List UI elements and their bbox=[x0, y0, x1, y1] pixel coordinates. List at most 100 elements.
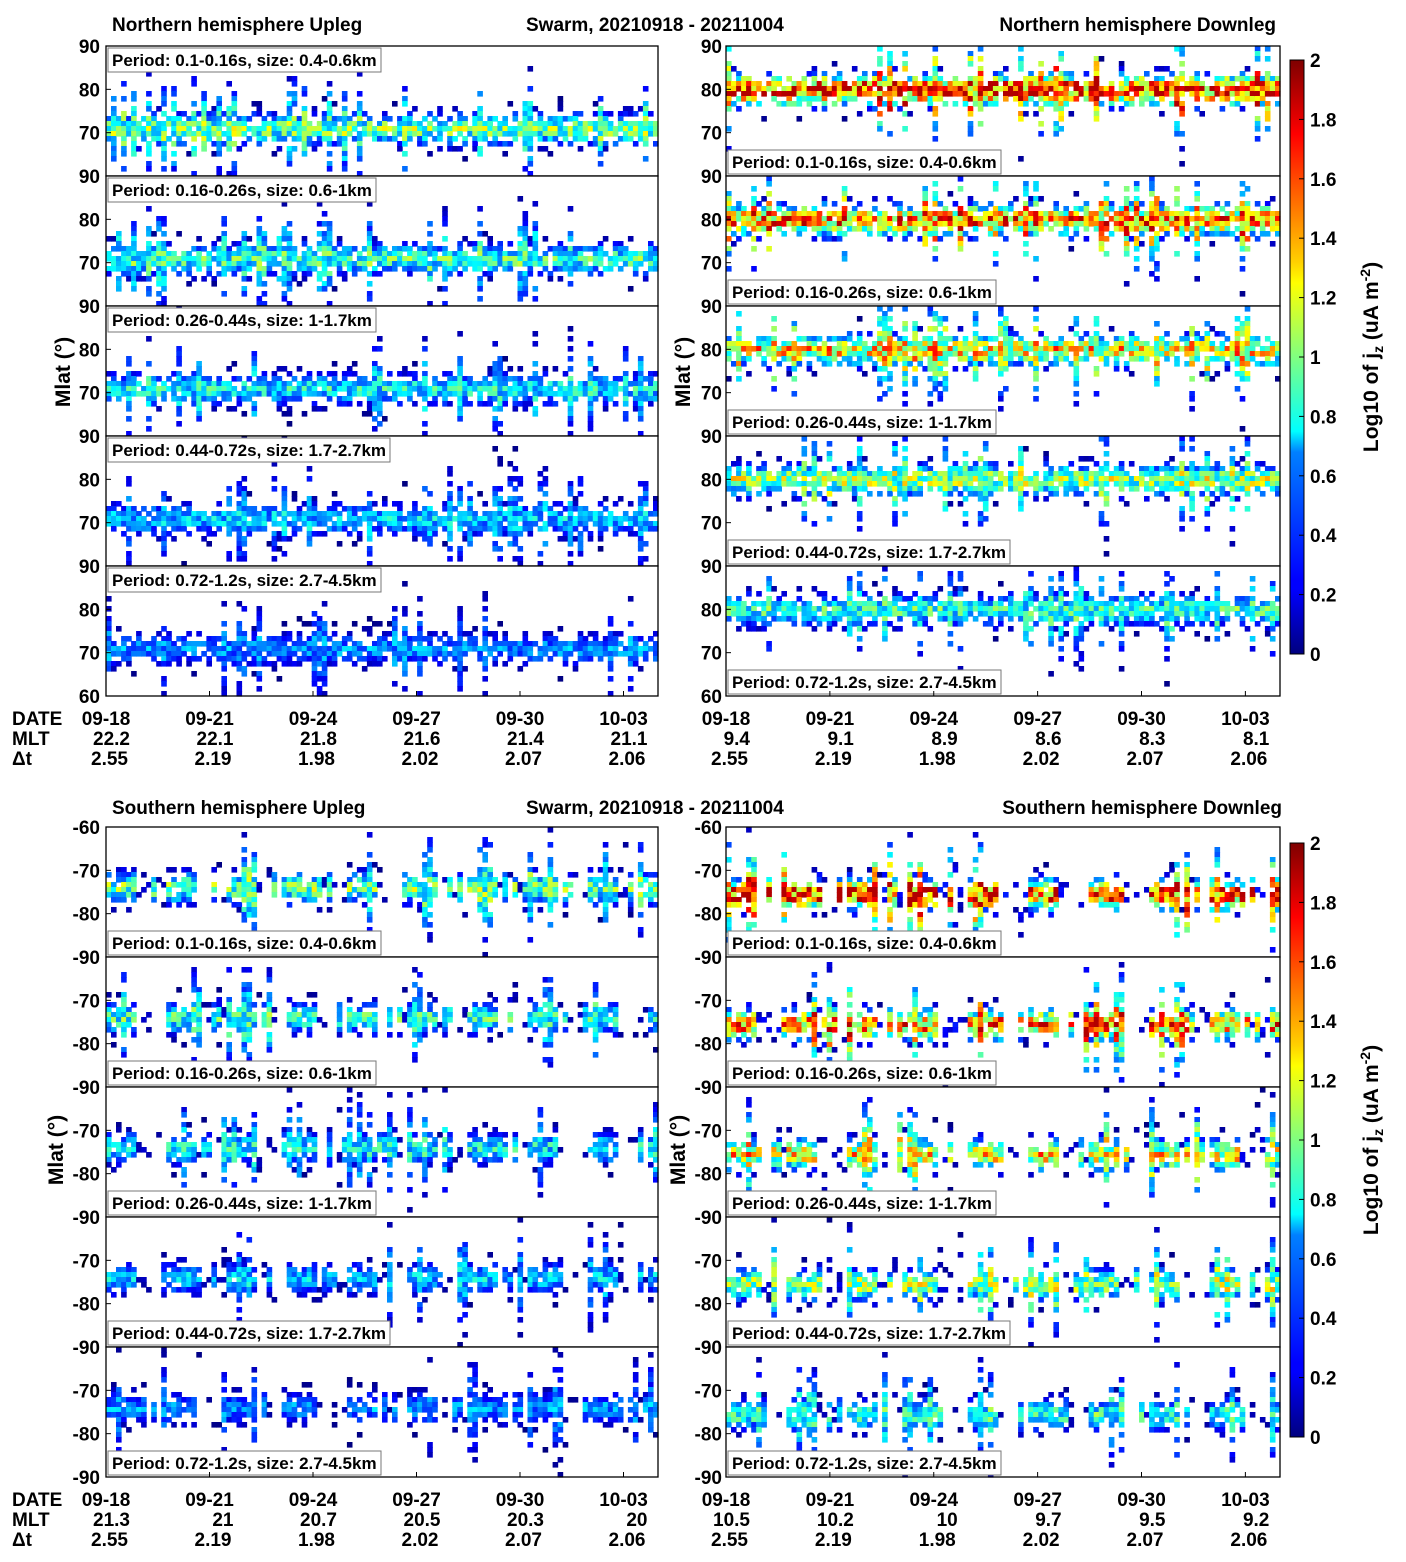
density-cell bbox=[437, 286, 443, 292]
density-cell bbox=[502, 116, 508, 122]
density-cell bbox=[492, 501, 498, 507]
density-cell bbox=[191, 256, 197, 262]
density-cell bbox=[887, 101, 893, 107]
density-cell bbox=[1239, 76, 1246, 82]
density-cell bbox=[221, 691, 227, 697]
density-cell bbox=[1214, 91, 1221, 97]
density-cell bbox=[276, 236, 283, 242]
density-cell bbox=[786, 221, 792, 227]
density-cell bbox=[527, 141, 534, 147]
x-tick-label-δt: 2.06 bbox=[609, 749, 646, 770]
density-cell bbox=[537, 376, 544, 382]
density-cell bbox=[547, 391, 554, 397]
density-cell bbox=[146, 266, 152, 272]
period-label-box bbox=[727, 149, 1002, 175]
density-cell bbox=[402, 661, 408, 667]
density-cell bbox=[607, 521, 614, 527]
x-tick-label-mlt: 21.8 bbox=[300, 729, 337, 750]
density-cell bbox=[321, 641, 328, 647]
density-cell bbox=[271, 261, 278, 267]
density-cell bbox=[567, 366, 574, 372]
density-cell bbox=[256, 621, 263, 627]
density-cell bbox=[587, 386, 594, 392]
density-cell bbox=[642, 511, 649, 517]
density-cell bbox=[452, 146, 458, 152]
y-tick-label: 90 bbox=[79, 297, 100, 318]
density-cell bbox=[562, 266, 569, 272]
density-cell bbox=[517, 476, 524, 482]
density-cell bbox=[462, 261, 468, 267]
density-cell bbox=[201, 511, 207, 517]
density-cell bbox=[136, 511, 142, 517]
density-cell bbox=[771, 216, 777, 222]
density-cell bbox=[111, 391, 117, 397]
density-cell bbox=[512, 256, 519, 262]
density-cell bbox=[397, 146, 403, 152]
density-cell bbox=[336, 256, 343, 262]
density-cell bbox=[377, 621, 383, 627]
density-cell bbox=[326, 131, 333, 137]
density-cell bbox=[377, 366, 383, 372]
ll-ylabel: Mlat (°) bbox=[45, 1115, 68, 1185]
density-cell bbox=[417, 381, 423, 387]
density-cell bbox=[577, 546, 584, 552]
density-cell bbox=[482, 626, 488, 632]
density-cell bbox=[567, 651, 574, 657]
density-cell bbox=[821, 226, 828, 232]
density-cell bbox=[607, 661, 614, 667]
density-cell bbox=[366, 546, 373, 552]
density-cell bbox=[507, 131, 514, 137]
density-cell bbox=[811, 226, 818, 232]
density-cell bbox=[816, 216, 823, 222]
density-cell bbox=[397, 381, 403, 387]
density-cell bbox=[412, 521, 418, 527]
density-cell bbox=[1088, 211, 1095, 217]
density-cell bbox=[487, 631, 493, 637]
density-cell bbox=[947, 231, 954, 237]
density-cell bbox=[1194, 276, 1200, 282]
density-cell bbox=[176, 381, 182, 387]
density-cell bbox=[146, 401, 152, 407]
density-cell bbox=[306, 246, 313, 252]
colorbar-bottom-label: Log10 of jz (uA m-2) bbox=[1357, 1045, 1386, 1235]
density-cell bbox=[512, 521, 519, 527]
x-tick-label-mlt: 21.1 bbox=[611, 729, 648, 750]
density-cell bbox=[126, 396, 132, 402]
density-cell bbox=[607, 391, 614, 397]
density-cell bbox=[502, 266, 508, 272]
density-cell bbox=[492, 511, 498, 517]
density-cell bbox=[331, 641, 338, 647]
density-cell bbox=[796, 226, 803, 232]
density-cell bbox=[316, 121, 323, 127]
density-cell bbox=[1033, 186, 1039, 192]
density-cell bbox=[517, 511, 524, 517]
density-cell bbox=[746, 211, 752, 217]
density-cell bbox=[786, 86, 792, 92]
density-cell bbox=[402, 151, 408, 157]
density-cell bbox=[296, 661, 303, 667]
density-cell bbox=[577, 246, 584, 252]
density-cell bbox=[922, 216, 928, 222]
density-cell bbox=[432, 126, 438, 132]
density-cell bbox=[492, 381, 498, 387]
density-cell bbox=[831, 226, 838, 232]
density-cell bbox=[326, 656, 333, 662]
density-cell bbox=[751, 221, 757, 227]
density-cell bbox=[166, 521, 172, 527]
density-cell bbox=[1209, 211, 1216, 217]
density-cell bbox=[271, 271, 278, 277]
density-cell bbox=[382, 391, 388, 397]
density-cell bbox=[412, 261, 418, 267]
density-cell bbox=[1209, 241, 1216, 247]
density-cell bbox=[121, 516, 127, 522]
density-cell bbox=[942, 206, 949, 212]
density-cell bbox=[572, 261, 579, 267]
density-cell bbox=[356, 151, 363, 157]
density-cell bbox=[306, 526, 313, 532]
density-cell bbox=[867, 221, 873, 227]
density-cell bbox=[226, 486, 232, 492]
density-cell bbox=[607, 386, 614, 392]
density-cell bbox=[241, 521, 248, 527]
density-cell bbox=[146, 291, 152, 297]
density-cell bbox=[517, 286, 524, 292]
